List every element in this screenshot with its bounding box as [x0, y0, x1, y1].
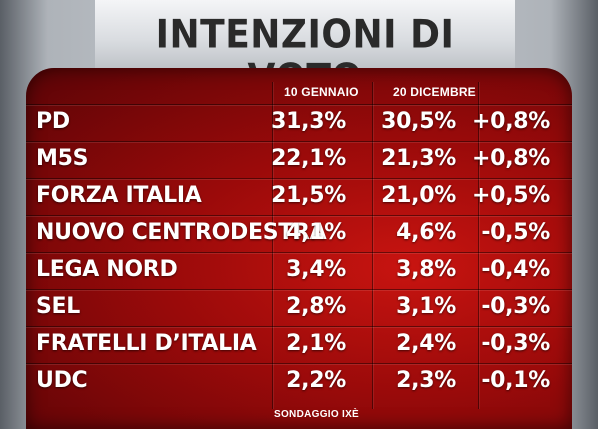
value-10-gennaio: 22,1%	[271, 146, 346, 171]
value-difference: +0,5%	[472, 183, 550, 208]
party-name: UDC	[36, 368, 88, 393]
table-row-lega-nord: LEGA NORD 3,4% 3,8% -0,4%	[26, 252, 572, 289]
value-20-dicembre: 21,3%	[381, 146, 456, 171]
title-bar: INTENZIONI DI VOTO	[95, 0, 515, 101]
poll-table: 10 GENNAIO 20 DICEMBRE PD 31,3% 30,5% +0…	[26, 68, 572, 429]
value-20-dicembre: 2,4%	[396, 331, 456, 356]
value-10-gennaio: 21,5%	[271, 183, 346, 208]
value-difference: -0,3%	[481, 294, 550, 319]
value-10-gennaio: 2,8%	[286, 294, 346, 319]
value-10-gennaio: 4,1%	[286, 220, 346, 245]
party-name: FRATELLI D’ITALIA	[36, 331, 257, 356]
column-divider	[272, 82, 273, 409]
column-divider	[372, 82, 373, 409]
value-10-gennaio: 2,1%	[286, 331, 346, 356]
party-name: FORZA ITALIA	[36, 183, 202, 208]
table-row-sel: SEL 2,8% 3,1% -0,3%	[26, 289, 572, 326]
value-20-dicembre: 21,0%	[381, 183, 456, 208]
party-name: LEGA NORD	[36, 257, 178, 282]
table-row-pd: PD 31,3% 30,5% +0,8%	[26, 104, 572, 141]
table-row-m5s: M5S 22,1% 21,3% +0,8%	[26, 141, 572, 178]
value-difference: -0,4%	[481, 257, 550, 282]
value-difference: +0,8%	[472, 146, 550, 171]
poll-source: SONDAGGIO IXÈ	[274, 409, 360, 420]
value-20-dicembre: 2,3%	[396, 368, 456, 393]
value-10-gennaio: 3,4%	[286, 257, 346, 282]
value-10-gennaio: 2,2%	[286, 368, 346, 393]
value-difference: -0,5%	[481, 220, 550, 245]
column-header-20-dicembre: 20 DICEMBRE	[393, 85, 476, 99]
value-20-dicembre: 3,8%	[396, 257, 456, 282]
value-10-gennaio: 31,3%	[271, 109, 346, 134]
table-row-forza-italia: FORZA ITALIA 21,5% 21,0% +0,5%	[26, 178, 572, 215]
value-difference: +0,8%	[472, 109, 550, 134]
party-name: PD	[36, 109, 70, 134]
party-name: NUOVO CENTRODESTRA	[36, 220, 327, 245]
table-row-fratelli-d-italia: FRATELLI D’ITALIA 2,1% 2,4% -0,3%	[26, 326, 572, 363]
value-20-dicembre: 4,6%	[396, 220, 456, 245]
value-difference: -0,1%	[481, 368, 550, 393]
column-divider	[478, 82, 479, 409]
value-difference: -0,3%	[481, 331, 550, 356]
party-name: M5S	[36, 146, 89, 171]
table-row-nuovo-centrodestra: NUOVO CENTRODESTRA 4,1% 4,6% -0,5%	[26, 215, 572, 252]
table-row-udc: UDC 2,2% 2,3% -0,1%	[26, 363, 572, 400]
party-name: SEL	[36, 294, 80, 319]
value-20-dicembre: 3,1%	[396, 294, 456, 319]
value-20-dicembre: 30,5%	[381, 109, 456, 134]
column-header-10-gennaio: 10 GENNAIO	[284, 85, 359, 99]
